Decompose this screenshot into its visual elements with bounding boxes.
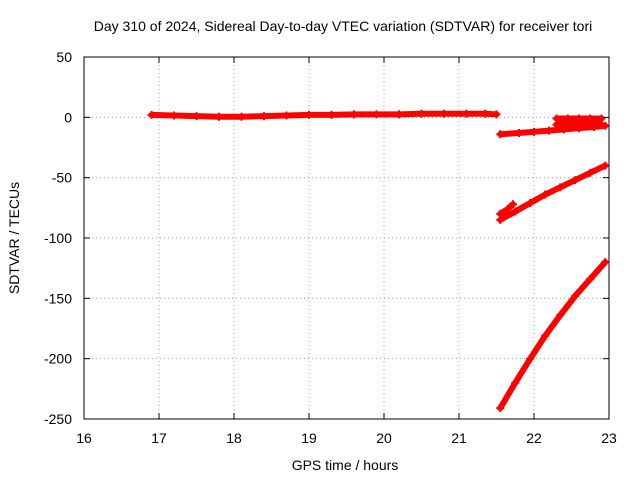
series-trace — [497, 259, 609, 412]
grid — [84, 57, 609, 419]
data-point — [496, 130, 505, 139]
data-point — [526, 199, 535, 208]
data-point — [586, 120, 595, 129]
data-point — [395, 110, 403, 119]
data-point — [571, 291, 580, 300]
data-point — [147, 110, 156, 119]
axis-ticks: 16 17 18 19 20 21 22 23 50 0 -50 -100 -150 -200 -250 — [44, 49, 617, 446]
y-axis-label: SDTVAR / TECUs — [6, 182, 22, 294]
data-point — [305, 110, 313, 119]
data-point — [571, 176, 580, 185]
data-point — [545, 126, 553, 135]
data-point — [492, 110, 501, 119]
data-point — [563, 120, 572, 129]
series-trace — [497, 162, 609, 223]
data-point — [509, 200, 517, 209]
data-point — [481, 109, 490, 118]
data-point — [170, 111, 178, 120]
data-point — [496, 209, 505, 218]
x-tick-label: 16 — [76, 430, 92, 446]
data-point — [541, 190, 550, 199]
data-point — [601, 161, 610, 170]
data-point — [215, 112, 223, 121]
x-axis-label: GPS time / hours — [292, 457, 399, 473]
series-5 — [496, 200, 517, 218]
data-point — [237, 112, 246, 121]
x-tick-label: 17 — [151, 430, 167, 446]
data-point — [260, 112, 268, 121]
data-point — [597, 120, 606, 129]
data-point — [541, 331, 550, 340]
data-point — [440, 109, 448, 118]
data-point — [575, 120, 583, 129]
data-point — [526, 354, 535, 363]
y-tick-label: -50 — [52, 170, 72, 186]
plot-frame — [83, 56, 610, 420]
series-4 — [496, 161, 610, 224]
x-tick-label: 19 — [301, 430, 317, 446]
y-tick-label: -100 — [44, 230, 72, 246]
y-tick-label: 0 — [64, 109, 72, 125]
data-point — [503, 205, 512, 214]
data-point — [586, 168, 595, 177]
data-point — [372, 110, 381, 119]
data-point — [530, 127, 538, 136]
data-point — [515, 129, 523, 138]
data-point — [552, 120, 561, 129]
x-tick-label: 20 — [376, 430, 392, 446]
data-point — [417, 109, 426, 118]
y-tick-label: -250 — [44, 411, 72, 427]
series-3 — [552, 114, 606, 129]
x-tick-label: 21 — [451, 430, 467, 446]
data-point — [350, 110, 358, 119]
series-6 — [496, 258, 610, 413]
x-tick-label: 23 — [601, 430, 617, 446]
data-point — [462, 109, 471, 118]
data-point — [511, 207, 520, 216]
data-point — [496, 404, 505, 413]
series-layer — [147, 109, 610, 413]
data-point — [556, 183, 565, 192]
data-point — [601, 258, 610, 267]
x-tick-label: 18 — [226, 430, 242, 446]
y-tick-label: -150 — [44, 290, 72, 306]
data-point — [282, 111, 291, 120]
data-point — [192, 112, 201, 121]
y-tick-label: -200 — [44, 351, 72, 367]
data-point — [586, 275, 595, 284]
x-tick-label: 22 — [526, 430, 542, 446]
chart-title: Day 310 of 2024, Sidereal Day-to-day VTE… — [94, 18, 593, 34]
data-point — [327, 110, 336, 119]
series-1 — [147, 109, 501, 121]
data-point — [511, 378, 520, 387]
data-point — [556, 311, 565, 320]
y-tick-label: 50 — [56, 49, 72, 65]
